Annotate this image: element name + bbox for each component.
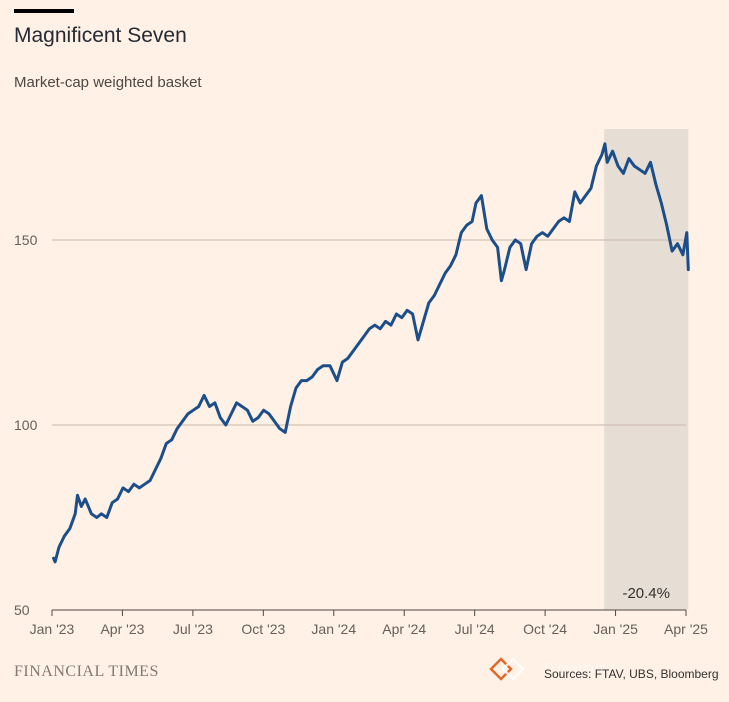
line-chart: 50 100 150 Jan '23 Apr '23 Jul '23 Oct '23 Jan … [14,129,708,637]
drawdown-label: -20.4% [622,585,670,602]
x-tick-label: Apr '23 [100,621,144,637]
watermark-logo-icon [489,657,525,681]
series-line [52,142,690,564]
y-tick-label: 100 [14,417,38,433]
watermark-text: © marsun [542,660,608,677]
x-tick-label: Jul '23 [173,621,213,637]
header-rule [14,9,74,13]
x-tick-label: Apr '24 [382,621,426,637]
x-tick-label: Jul '24 [455,621,495,637]
shaded-period [604,129,689,610]
x-tick-label: Oct '24 [523,621,567,637]
x-tick-label: Oct '23 [241,621,285,637]
ft-brand: FINANCIAL TIMES [14,663,159,680]
x-tick-label: Jan '25 [593,621,638,637]
source-note: Sources: FTAV, UBS, Bloomberg [544,667,719,681]
x-tick-label: Apr '25 [664,621,708,637]
x-tick-label: Jan '23 [30,621,75,637]
chart-title: Magnificent Seven [14,24,187,47]
chart-subtitle: Market-cap weighted basket [14,74,202,91]
y-tick-label: 150 [14,232,38,248]
y-tick-label: 50 [14,602,30,618]
x-tick-label: Jan '24 [311,621,356,637]
